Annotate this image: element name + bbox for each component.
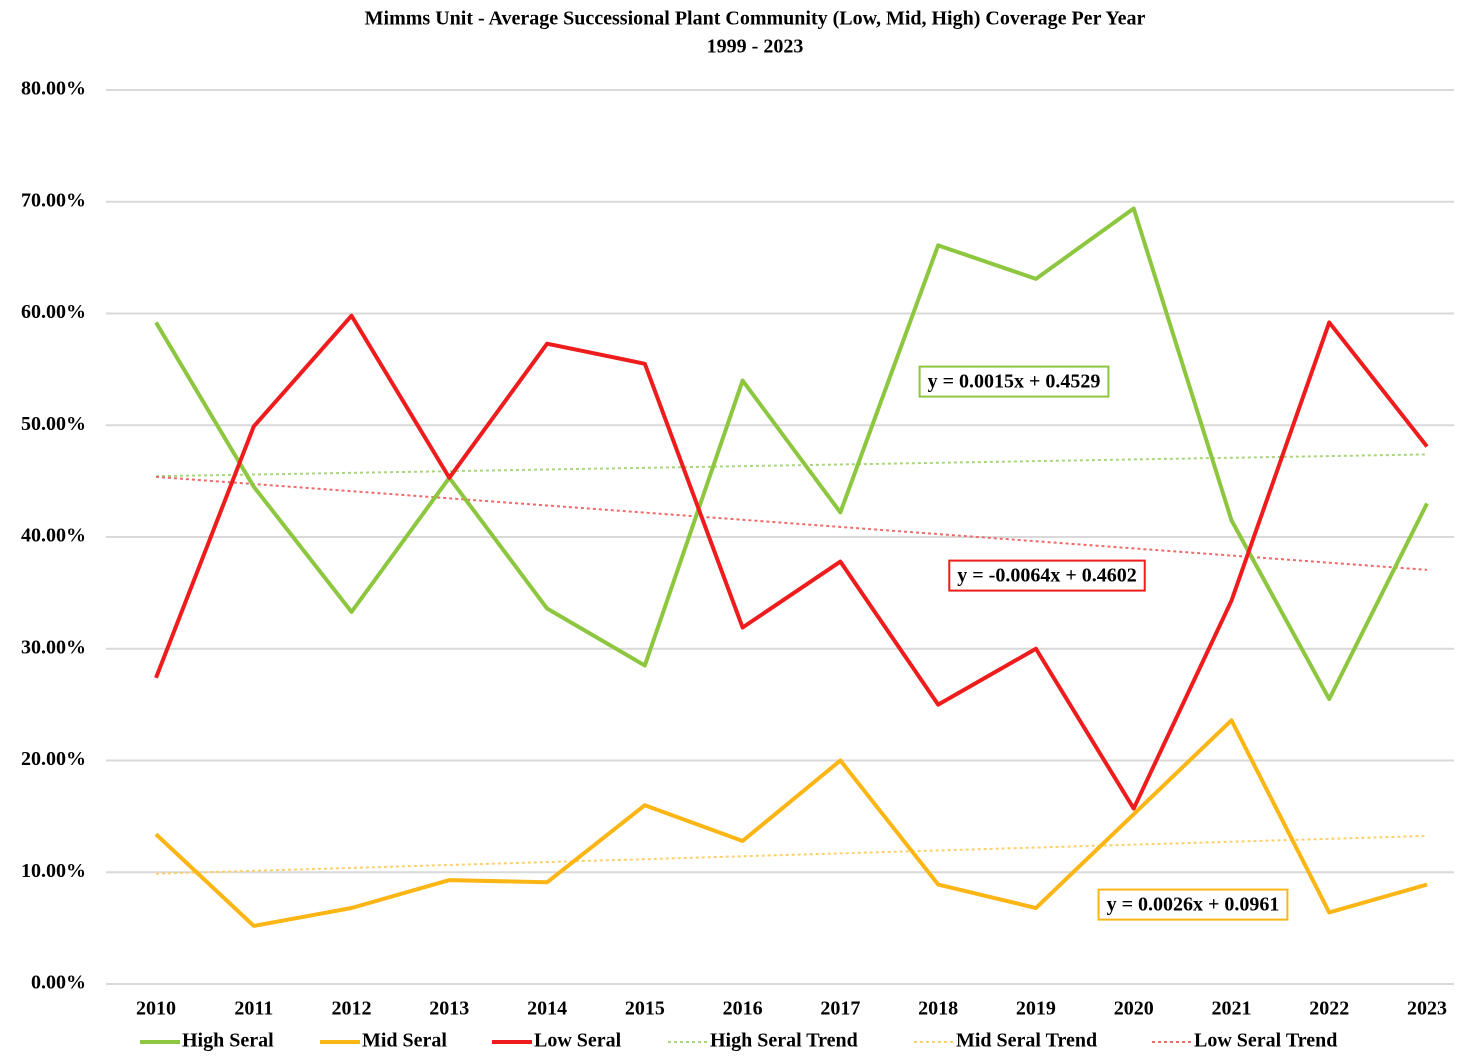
x-tick-label: 2010	[136, 998, 176, 1020]
annotation-box	[1097, 888, 1289, 921]
x-tick-label: 2019	[1016, 998, 1056, 1020]
annotation-text: y = 0.0015x + 0.4529	[928, 371, 1101, 393]
y-tick-label: 20.00%	[21, 748, 86, 770]
series-line	[154, 718, 1428, 928]
y-tick-label: 10.00%	[21, 860, 86, 882]
x-tick-label: 2013	[429, 998, 469, 1020]
series-line	[154, 313, 1429, 811]
trend-line	[155, 475, 1428, 571]
y-tick-label: 30.00%	[21, 636, 86, 658]
legend-label: Mid Seral	[362, 1030, 447, 1052]
legend-label: Low Seral Trend	[1194, 1030, 1337, 1052]
y-tick-label: 80.00%	[21, 78, 86, 100]
legend-label: Low Seral	[534, 1030, 622, 1052]
legend-label: High Seral	[182, 1030, 274, 1052]
annotation: y = 0.0026x + 0.0961	[1097, 888, 1289, 921]
y-tick-label: 0.00%	[31, 972, 86, 994]
series-line	[154, 206, 1429, 702]
annotation-text: y = -0.0064x + 0.4602	[957, 565, 1136, 587]
x-tick-label: 2017	[820, 998, 860, 1020]
x-tick-label: 2022	[1309, 998, 1349, 1020]
annotation-box	[918, 365, 1110, 398]
trend-line	[155, 834, 1428, 875]
y-tick-label: 40.00%	[21, 525, 86, 547]
legend-label: Mid Seral Trend	[956, 1030, 1097, 1052]
x-tick-label: 2021	[1211, 998, 1251, 1020]
x-tick-label: 2023	[1407, 998, 1447, 1020]
x-tick-label: 2015	[625, 998, 665, 1020]
chart-title: Mimms Unit - Average Successional Plant …	[365, 8, 1146, 30]
y-tick-label: 60.00%	[21, 301, 86, 323]
x-tick-label: 2018	[918, 998, 958, 1020]
trend-line	[155, 453, 1428, 478]
annotation-text: y = 0.0026x + 0.0961	[1107, 894, 1280, 916]
x-tick-label: 2014	[527, 998, 567, 1020]
annotation: y = -0.0064x + 0.4602	[948, 559, 1146, 592]
x-tick-label: 2016	[723, 998, 763, 1020]
y-tick-label: 70.00%	[21, 189, 86, 211]
annotation: y = 0.0015x + 0.4529	[918, 365, 1110, 398]
legend-label: High Seral Trend	[710, 1030, 858, 1052]
annotation-box	[948, 559, 1146, 592]
chart-subtitle: 1999 - 2023	[707, 36, 804, 58]
x-tick-label: 2011	[234, 998, 273, 1020]
x-tick-label: 2020	[1114, 998, 1154, 1020]
x-tick-label: 2012	[332, 998, 372, 1020]
y-tick-label: 50.00%	[21, 413, 86, 435]
